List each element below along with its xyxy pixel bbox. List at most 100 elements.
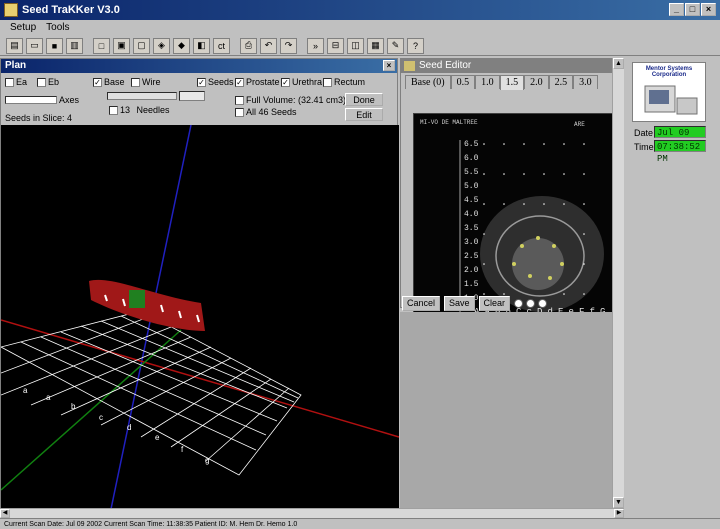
horizontal-scrollbar[interactable]: ◀ ▶ (0, 508, 624, 518)
axes-slider[interactable]: Axes (5, 95, 79, 105)
checkbox-prostate[interactable]: ✓ Prostate (235, 77, 280, 87)
menu-tools[interactable]: Tools (46, 22, 70, 33)
title-bar: Seed TraKKer V3.0 _ □ × (0, 0, 720, 20)
chart-icon[interactable]: ◧ (193, 37, 210, 54)
checkbox-urethra[interactable]: ✓ Urethra (281, 77, 323, 87)
urethra-marker (129, 290, 145, 308)
depth-label: 1.5 (464, 280, 479, 289)
base-grid (1, 310, 302, 476)
depth-label: 6.0 (464, 154, 479, 163)
needle-slider[interactable] (107, 91, 205, 101)
save-button[interactable]: Save (444, 295, 475, 311)
view-icon[interactable]: □ (93, 37, 110, 54)
close-button[interactable]: × (701, 3, 716, 16)
plan-window: Plan × Ea Eb ✓ Base Wire ✓ Seeds ✓ Prostate… (0, 58, 399, 509)
mode-radios[interactable] (514, 298, 548, 308)
settings-icon[interactable]: ◈ (153, 37, 170, 54)
time-label: Time (634, 142, 654, 152)
toolbar: ▤ ▭ ■ ▥ □ ▣ ▢ ◈ ◆ ◧ ct ⎙ ↶ ↷ » ⊟ ◫ ▦ ✎ ? (0, 36, 720, 56)
prostate-mesh (89, 279, 205, 331)
needles-checkbox[interactable]: 13 Needles (109, 105, 170, 115)
tab-3-0[interactable]: 3.0 (573, 75, 598, 89)
3d-viewport[interactable]: a a b c d e f g (1, 125, 399, 509)
seed-editor-title-bar: Seed Editor (401, 59, 621, 73)
app-icon (4, 3, 18, 17)
ultrasound-image[interactable]: 6.56.05.55.04.54.03.53.02.52.01.51.0 AaB… (413, 113, 613, 338)
svg-text:b: b (71, 402, 76, 411)
cancel-button[interactable]: Cancel (402, 295, 441, 311)
report-icon[interactable]: ⎙ (240, 37, 257, 54)
scroll-left-icon: ◀ (0, 509, 10, 518)
svg-text:e: e (155, 433, 160, 442)
full-volume-checkbox[interactable]: Full Volume: (32.41 cm3) (235, 95, 346, 105)
slice-tabs: Base (0) 0.5 1.0 1.5 2.0 2.5 3.0 (401, 73, 621, 90)
checkbox-wire[interactable]: Wire (131, 77, 161, 87)
vertical-scrollbar[interactable]: ▲ ▼ (612, 58, 624, 508)
tab-base[interactable]: Base (0) (405, 75, 451, 89)
radio-2 (526, 298, 536, 308)
redo-icon[interactable]: ↷ (280, 37, 297, 54)
menu-setup[interactable]: Setup (10, 22, 37, 33)
checkbox-unlabeled-2[interactable]: Eb (37, 77, 59, 87)
tab-0-5[interactable]: 0.5 (450, 75, 476, 89)
info-panel: Mentor Systems Corporation Date Jul 09 2… (628, 58, 710, 498)
plan-title-bar: Plan × (1, 59, 397, 73)
depth-label: 3.5 (464, 224, 479, 233)
save-icon[interactable]: ■ (46, 37, 63, 54)
ct-icon[interactable]: ct (213, 37, 230, 54)
time-display: 07:38:52 PM (654, 140, 706, 164)
plan-title: Plan (5, 60, 27, 71)
svg-text:a: a (23, 386, 28, 395)
tab-1-5[interactable]: 1.5 (499, 75, 525, 90)
tab-1-0[interactable]: 1.0 (475, 75, 500, 89)
depth-label: 2.5 (464, 252, 479, 261)
minimize-button[interactable]: _ (669, 3, 684, 16)
svg-text:MI-VO DE MALTREE: MI-VO DE MALTREE (420, 119, 478, 126)
tab-2-0[interactable]: 2.0 (524, 75, 549, 89)
plan-controls: Ea Eb ✓ Base Wire ✓ Seeds ✓ Prostate ✓ Ureth… (1, 73, 397, 125)
done-button[interactable]: Done (345, 93, 383, 106)
print-icon[interactable]: ▥ (66, 37, 83, 54)
split-icon[interactable]: ◫ (347, 37, 364, 54)
empty-workspace (400, 312, 622, 508)
frame-icon[interactable]: ▢ (133, 37, 150, 54)
edit-icon[interactable]: ✎ (387, 37, 404, 54)
checkbox-base[interactable]: ✓ Base (93, 77, 125, 87)
window-icon[interactable]: ▦ (367, 37, 384, 54)
svg-text:g: g (205, 456, 209, 465)
all-seeds-checkbox[interactable]: All 46 Seeds (235, 107, 297, 117)
date-display: Jul 09 2002 (654, 126, 706, 150)
scroll-right-icon: ▶ (614, 509, 624, 518)
svg-text:a: a (46, 393, 51, 402)
maximize-button[interactable]: □ (685, 3, 700, 16)
open-icon[interactable]: ▤ (6, 37, 23, 54)
edit-button[interactable]: Edit (345, 108, 383, 121)
depth-label: 4.5 (464, 196, 479, 205)
ultrasound-scene: 6.56.05.55.04.54.03.53.02.52.01.51.0 AaB… (414, 114, 612, 337)
depth-label: 4.0 (464, 210, 479, 219)
next-icon[interactable]: » (307, 37, 324, 54)
checkbox-unlabeled-1[interactable]: Ea (5, 77, 27, 87)
seed-icon[interactable]: ◆ (173, 37, 190, 54)
seed-editor-icon (404, 61, 415, 71)
checkbox-seeds[interactable]: ✓ Seeds (197, 77, 234, 87)
device-image (644, 85, 698, 115)
image-icon[interactable]: ▣ (113, 37, 130, 54)
status-bar: Current Scan Date: Jul 09 2002 Current S… (0, 518, 720, 529)
scroll-up-icon: ▲ (613, 58, 624, 69)
help-icon[interactable]: ? (407, 37, 424, 54)
plan-close-icon[interactable]: × (383, 60, 395, 71)
y-axis-line (1, 329, 182, 491)
checkbox-rectum[interactable]: Rectum (323, 77, 365, 87)
undo-icon[interactable]: ↶ (260, 37, 277, 54)
depth-label: 3.0 (464, 238, 479, 247)
folder-icon[interactable]: ▭ (26, 37, 43, 54)
clear-button[interactable]: Clear (478, 295, 511, 311)
layout-icon[interactable]: ⊟ (327, 37, 344, 54)
svg-text:f: f (181, 445, 184, 454)
app-title: Seed TraKKer V3.0 (22, 4, 120, 16)
company-logo: Mentor Systems Corporation (632, 62, 706, 122)
3d-scene: a a b c d e f g (1, 125, 399, 509)
tab-2-5[interactable]: 2.5 (548, 75, 574, 89)
